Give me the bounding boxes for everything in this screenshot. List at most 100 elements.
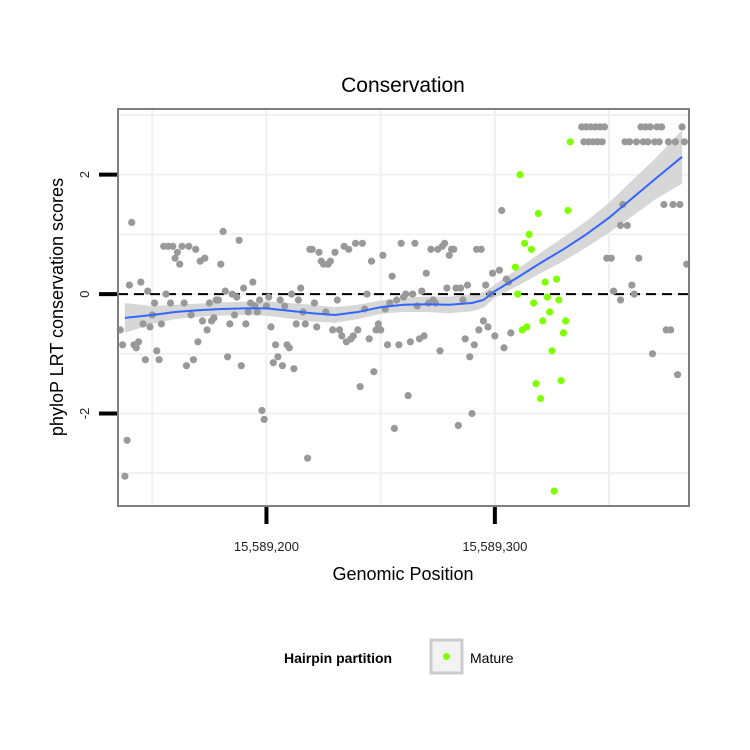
- y-tick-label: 0: [77, 290, 92, 297]
- ribbon-band: [124, 129, 683, 333]
- data-point: [466, 353, 474, 361]
- data-point: [678, 123, 686, 131]
- data-point: [674, 371, 682, 379]
- x-tick-label: 15,589,200: [234, 539, 299, 554]
- data-point: [224, 353, 232, 361]
- legend: Hairpin partition Mature: [284, 638, 514, 675]
- data-point: [288, 290, 296, 298]
- data-point: [386, 299, 394, 307]
- data-point: [249, 278, 257, 286]
- data-point-mature: [525, 230, 533, 238]
- data-point: [135, 338, 143, 346]
- data-point: [491, 332, 499, 340]
- data-point: [680, 138, 689, 146]
- data-point: [272, 341, 280, 349]
- data-point: [281, 302, 289, 310]
- x-axis-title: Genomic Position: [332, 564, 473, 584]
- data-point: [189, 356, 197, 364]
- data-point: [482, 281, 490, 289]
- data-point: [315, 248, 323, 256]
- data-point: [445, 251, 453, 259]
- data-point: [290, 365, 298, 373]
- data-point: [153, 347, 161, 355]
- panel-border: [117, 108, 690, 507]
- data-point: [616, 296, 625, 304]
- data-point: [461, 335, 469, 343]
- data-point: [507, 329, 515, 337]
- data-point: [351, 239, 360, 247]
- data-point: [463, 281, 472, 289]
- data-point: [139, 320, 147, 328]
- data-point: [427, 245, 435, 253]
- data-point: [278, 362, 286, 370]
- chart-title: Conservation: [341, 74, 465, 97]
- data-point: [240, 284, 248, 292]
- data-point: [370, 368, 378, 376]
- data-point: [244, 308, 252, 316]
- data-point-mature: [514, 290, 522, 298]
- data-point: [265, 293, 273, 301]
- data-point: [475, 326, 483, 334]
- data-point: [123, 436, 131, 444]
- data-point: [230, 311, 239, 319]
- data-point: [292, 320, 300, 328]
- y-tick-label: 2: [77, 171, 92, 178]
- data-point: [260, 415, 268, 423]
- data-point: [470, 341, 478, 349]
- data-point-mature: [534, 209, 542, 218]
- data-point: [479, 317, 487, 325]
- data-point: [269, 359, 277, 367]
- data-point-mature: [523, 323, 531, 331]
- y-tick-label: -2: [77, 408, 92, 420]
- data-point-mature: [566, 138, 574, 146]
- data-point-mature: [521, 239, 529, 247]
- data-point: [388, 272, 396, 280]
- data-point: [187, 311, 195, 319]
- data-point: [436, 347, 444, 355]
- data-point: [333, 296, 341, 304]
- data-point: [441, 239, 449, 247]
- data-point: [420, 332, 428, 340]
- data-point: [402, 290, 410, 298]
- y-axis: -2 0 2: [77, 171, 117, 419]
- data-point: [276, 296, 284, 304]
- data-point: [607, 254, 615, 262]
- data-point: [274, 353, 282, 361]
- data-point: [431, 299, 440, 307]
- data-point-mature: [516, 171, 524, 179]
- data-point-mature: [559, 329, 568, 337]
- data-point: [185, 242, 193, 250]
- data-point: [600, 123, 609, 131]
- data-point: [468, 409, 476, 418]
- data-point: [297, 284, 305, 292]
- data-point: [450, 245, 458, 253]
- smooth-curve: [124, 156, 683, 319]
- data-point: [173, 248, 181, 256]
- data-point: [178, 242, 186, 250]
- data-point: [377, 326, 385, 334]
- data-point: [623, 221, 631, 229]
- data-point: [379, 251, 387, 259]
- data-point: [635, 254, 643, 262]
- data-point: [406, 338, 414, 346]
- data-point: [169, 242, 177, 250]
- data-point: [171, 254, 179, 262]
- data-point: [180, 299, 188, 307]
- data-point: [137, 278, 145, 286]
- data-point-mature: [539, 317, 547, 325]
- data-point: [628, 281, 636, 289]
- data-point: [203, 326, 211, 334]
- data-point: [226, 320, 234, 328]
- data-point: [192, 245, 200, 253]
- data-point-mature: [548, 347, 556, 355]
- data-point: [198, 317, 207, 325]
- data-point-mature: [562, 317, 570, 325]
- data-point: [155, 356, 163, 364]
- legend-label-mature: Mature: [470, 650, 514, 666]
- data-point: [598, 138, 606, 146]
- data-point: [141, 356, 149, 364]
- data-point: [294, 296, 302, 304]
- data-point: [313, 323, 321, 331]
- data-point: [345, 245, 353, 253]
- data-point: [383, 341, 392, 349]
